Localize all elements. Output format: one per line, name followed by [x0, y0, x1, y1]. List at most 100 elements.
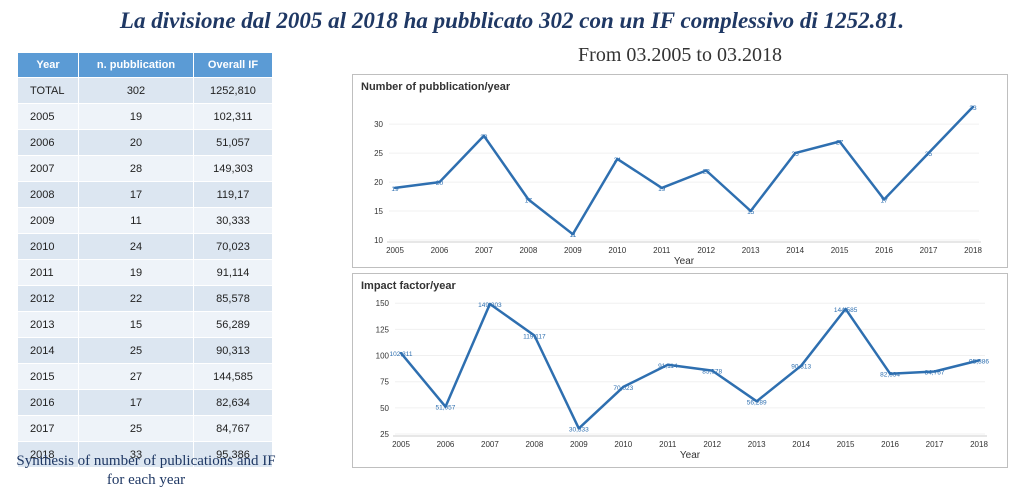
- table-row: 2010 24 70,023: [17, 233, 273, 260]
- x-tick-label: 2005: [386, 246, 404, 255]
- data-label: 17: [525, 197, 533, 204]
- x-tick-label: 2017: [926, 440, 944, 449]
- x-tick-label: 2005: [392, 440, 410, 449]
- cell-year: 2010: [17, 233, 79, 260]
- cell-year: 2008: [17, 181, 79, 208]
- data-label: 20: [436, 180, 444, 187]
- data-label: 24: [614, 157, 622, 164]
- y-tick-label: 25: [374, 149, 383, 158]
- table-row: 2009 11 30,333: [17, 207, 273, 234]
- y-tick-label: 125: [376, 325, 390, 334]
- cell-overall-if: 30,333: [193, 207, 273, 234]
- data-point: [666, 363, 669, 367]
- header-year: Year: [17, 52, 79, 78]
- data-label: 19: [391, 186, 399, 193]
- table-row: 2018 33 95,386: [17, 441, 273, 468]
- synthesis-table: Year n. pubblication Overall IF TOTAL 302…: [17, 52, 273, 468]
- table-caption: Synthesis of number of publications and …: [16, 453, 276, 488]
- header-overall-if: Overall IF: [193, 52, 273, 78]
- data-point: [577, 427, 581, 430]
- y-axis-label: Impact factor: [353, 336, 354, 394]
- data-point: [882, 198, 886, 201]
- page-title: La divisione dal 2005 al 2018 ha pubblic…: [119, 8, 905, 33]
- cell-publications: 19: [78, 103, 194, 130]
- table-row: 2006 20 51,057: [17, 129, 273, 156]
- table-row: 2015 27 144,585: [17, 363, 273, 390]
- x-tick-label: 2017: [920, 246, 938, 255]
- data-point: [799, 364, 803, 367]
- data-label: 28: [480, 134, 488, 141]
- x-tick-label: 2007: [475, 246, 493, 255]
- data-point: [393, 186, 397, 190]
- y-tick-label: 20: [374, 178, 383, 187]
- table-row: 2007 28 149,303: [17, 155, 273, 182]
- cell-publications: 27: [78, 363, 194, 390]
- cell-year: 2013: [17, 311, 79, 338]
- y-tick-label: 100: [376, 352, 390, 361]
- data-point: [438, 180, 441, 184]
- data-label: 33: [969, 105, 977, 112]
- y-axis-label: Number of pubblication: [353, 119, 354, 222]
- data-point: [705, 169, 708, 172]
- data-label: 30,333: [569, 426, 589, 433]
- cell-year: 2016: [17, 389, 79, 416]
- table-header-row: Year n. pubblication Overall IF: [17, 52, 273, 78]
- cell-year: 2006: [17, 129, 79, 156]
- cell-publications: 11: [78, 207, 194, 234]
- data-point: [527, 198, 530, 201]
- data-label: 19: [658, 186, 666, 193]
- x-tick-label: 2011: [659, 440, 677, 449]
- y-tick-label: 75: [380, 378, 389, 387]
- x-tick-label: 2006: [437, 440, 455, 449]
- cell-publications: 17: [78, 389, 194, 416]
- page-subtitle: From 03.2005 to 03.2018: [578, 44, 782, 66]
- data-label: 95,386: [969, 358, 989, 365]
- x-tick-label: 2009: [570, 440, 588, 449]
- data-point: [927, 151, 930, 155]
- table-row: 2005 19 102,311: [17, 103, 273, 130]
- data-point: [888, 372, 892, 375]
- data-label: 84,767: [925, 369, 945, 376]
- x-tick-label: 2012: [697, 246, 715, 255]
- cell-overall-if: 102,311: [193, 103, 273, 130]
- x-tick-label: 2010: [614, 440, 632, 449]
- data-label: 22: [703, 169, 711, 176]
- y-tick-label: 150: [376, 299, 390, 308]
- series-line: [400, 302, 980, 430]
- data-point: [399, 351, 403, 355]
- x-tick-label: 2013: [742, 246, 760, 255]
- cell-publications: 25: [78, 337, 194, 364]
- cell-overall-if: 144,585: [193, 363, 273, 390]
- data-label: 27: [836, 140, 844, 147]
- data-point: [488, 302, 492, 306]
- cell-overall-if: 95,386: [193, 441, 273, 468]
- data-point: [755, 400, 758, 403]
- data-label: 56,289: [747, 399, 767, 406]
- chart-title: Impact factor/year: [361, 280, 456, 292]
- cell-overall-if: 84,767: [193, 415, 273, 442]
- data-label: 17: [880, 197, 888, 204]
- cell-overall-if: 91,114: [193, 259, 273, 286]
- cell-year: 2015: [17, 363, 79, 390]
- data-point: [793, 151, 797, 155]
- cell-publications: 22: [78, 285, 194, 312]
- data-label: 82,634: [880, 372, 900, 379]
- x-tick-label: 2010: [608, 246, 626, 255]
- data-label: 90,313: [791, 364, 811, 371]
- data-label: 85,578: [702, 369, 722, 376]
- cell-year: 2012: [17, 285, 79, 312]
- data-label: 11: [569, 232, 576, 239]
- x-tick-label: 2016: [881, 440, 899, 449]
- chart-title: Number of pubblication/year: [361, 81, 511, 93]
- x-tick-label: 2008: [519, 246, 537, 255]
- data-label: 149,303: [478, 302, 502, 309]
- y-tick-label: 30: [374, 120, 383, 129]
- cell-publications: 25: [78, 415, 194, 442]
- data-point: [844, 307, 847, 311]
- data-label: 70,023: [613, 385, 633, 392]
- x-tick-label: 2011: [653, 246, 671, 255]
- cell-publications: 15: [78, 311, 194, 338]
- table-row: 2012 22 85,578: [17, 285, 273, 312]
- table-row: 2011 19 91,114: [17, 259, 273, 286]
- data-label: 144,585: [834, 307, 858, 314]
